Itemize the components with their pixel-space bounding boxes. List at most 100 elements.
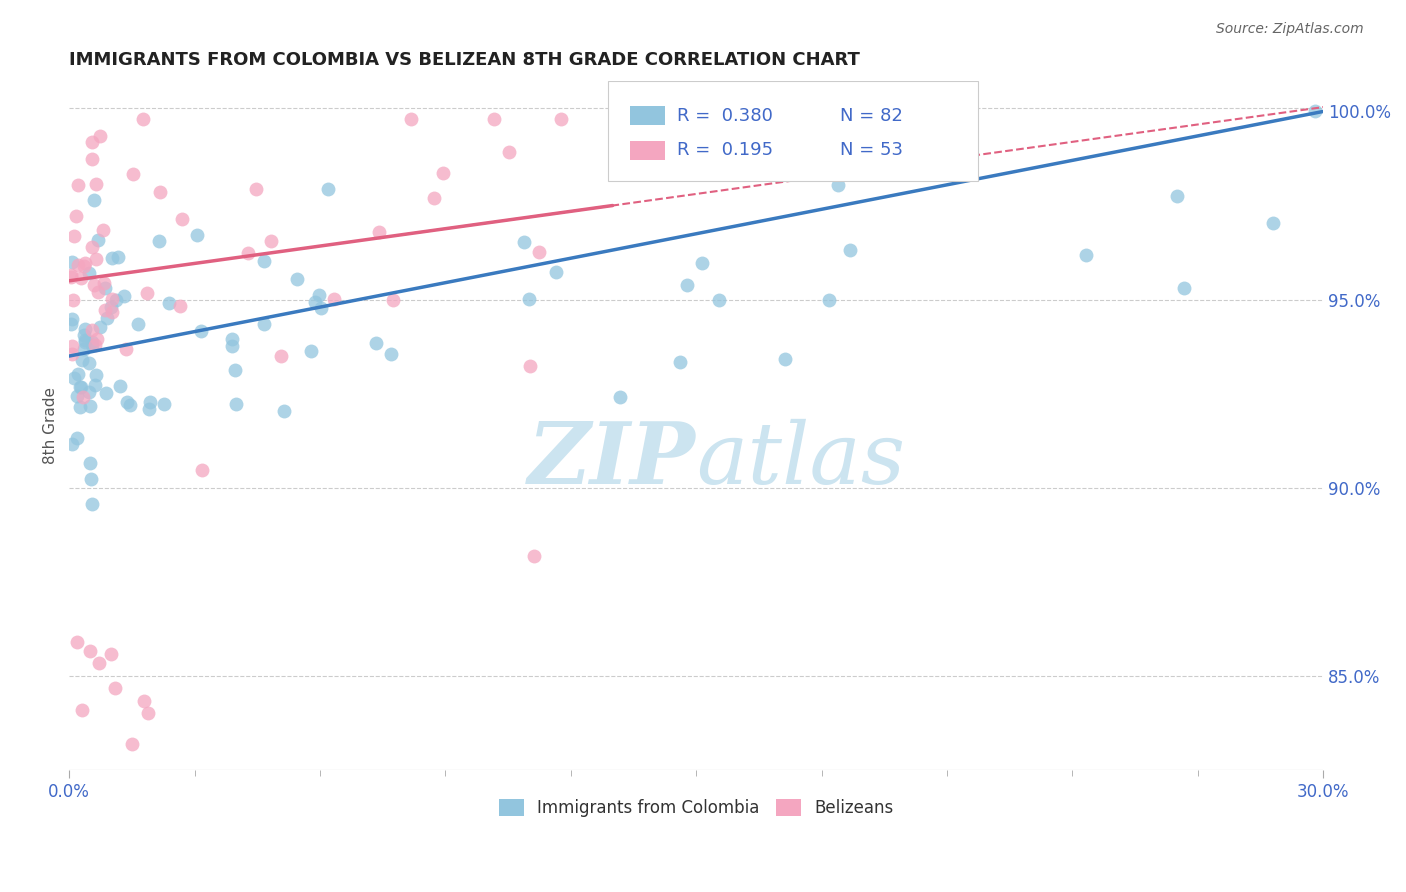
Point <box>73 322 96 336</box>
Point <box>513 235 536 249</box>
Point <box>115 395 138 409</box>
Point <box>1303 104 1326 119</box>
Point <box>69 380 91 394</box>
Point <box>75 333 97 347</box>
Point <box>709 293 731 308</box>
Point <box>148 234 170 248</box>
FancyBboxPatch shape <box>609 81 979 181</box>
Point <box>93 276 115 290</box>
Y-axis label: 8th Grade: 8th Grade <box>44 387 58 464</box>
Text: Source: ZipAtlas.com: Source: ZipAtlas.com <box>1216 22 1364 37</box>
Point <box>60 254 83 268</box>
Point <box>669 355 692 369</box>
Point <box>82 239 104 253</box>
Point <box>69 400 91 414</box>
Point <box>273 404 295 418</box>
Point <box>83 338 105 352</box>
Point <box>60 317 83 331</box>
Point <box>63 228 86 243</box>
Point <box>96 385 118 400</box>
Point <box>115 342 138 356</box>
Point <box>80 135 103 149</box>
Point <box>1074 248 1097 262</box>
Point <box>83 193 105 207</box>
Point <box>224 362 246 376</box>
Text: N = 82: N = 82 <box>841 107 903 125</box>
Point <box>170 212 193 227</box>
Point <box>550 112 572 126</box>
Point <box>94 281 117 295</box>
Point <box>79 266 101 280</box>
Point <box>609 390 631 404</box>
Text: ZIP: ZIP <box>529 418 696 502</box>
Bar <box>630 141 665 160</box>
Point <box>818 293 841 307</box>
Point <box>221 339 243 353</box>
Point <box>839 243 862 257</box>
Point <box>65 635 87 649</box>
Point <box>127 317 149 331</box>
Point <box>73 256 96 270</box>
Point <box>190 324 212 338</box>
Text: IMMIGRANTS FROM COLOMBIA VS BELIZEAN 8TH GRADE CORRELATION CHART: IMMIGRANTS FROM COLOMBIA VS BELIZEAN 8TH… <box>69 51 860 69</box>
Point <box>80 334 103 349</box>
Point <box>138 395 160 409</box>
Point <box>69 380 91 394</box>
Point <box>484 112 506 126</box>
Point <box>112 289 135 303</box>
Point <box>308 288 330 302</box>
Point <box>270 349 292 363</box>
Point <box>153 397 176 411</box>
Point <box>60 339 83 353</box>
Point <box>65 209 87 223</box>
Point <box>60 268 83 283</box>
Bar <box>630 106 665 126</box>
Point <box>62 293 84 307</box>
Point <box>253 317 276 331</box>
Point <box>101 292 124 306</box>
Point <box>366 335 388 350</box>
Point <box>80 323 103 337</box>
Point <box>87 656 110 670</box>
Point <box>676 277 699 292</box>
Point <box>60 346 83 360</box>
Point <box>84 368 107 382</box>
Point <box>316 182 339 196</box>
Point <box>67 258 90 272</box>
Point <box>186 227 208 242</box>
Point <box>381 293 404 308</box>
Point <box>1166 188 1188 202</box>
Point <box>89 128 111 143</box>
Text: R =  0.380: R = 0.380 <box>678 107 773 125</box>
Point <box>191 463 214 477</box>
Point <box>544 264 567 278</box>
Point <box>94 302 117 317</box>
Point <box>79 456 101 470</box>
Point <box>432 166 454 180</box>
Point <box>60 270 83 285</box>
Point <box>304 295 326 310</box>
Point <box>253 254 276 268</box>
Point <box>299 344 322 359</box>
Point <box>79 385 101 400</box>
Point <box>221 332 243 346</box>
Point <box>159 296 181 310</box>
Point <box>66 178 89 193</box>
Point <box>311 301 333 315</box>
Point <box>86 233 108 247</box>
Point <box>519 292 541 306</box>
Point <box>827 178 849 193</box>
Point <box>101 251 124 265</box>
Point <box>79 644 101 658</box>
Point <box>66 367 89 381</box>
Point <box>60 437 83 451</box>
Point <box>121 737 143 751</box>
Point <box>1173 280 1195 294</box>
Point <box>86 332 108 346</box>
Point <box>87 285 110 299</box>
Point <box>63 371 86 385</box>
Point <box>131 112 153 126</box>
Point <box>522 549 544 564</box>
Point <box>1261 216 1284 230</box>
Point <box>83 278 105 293</box>
